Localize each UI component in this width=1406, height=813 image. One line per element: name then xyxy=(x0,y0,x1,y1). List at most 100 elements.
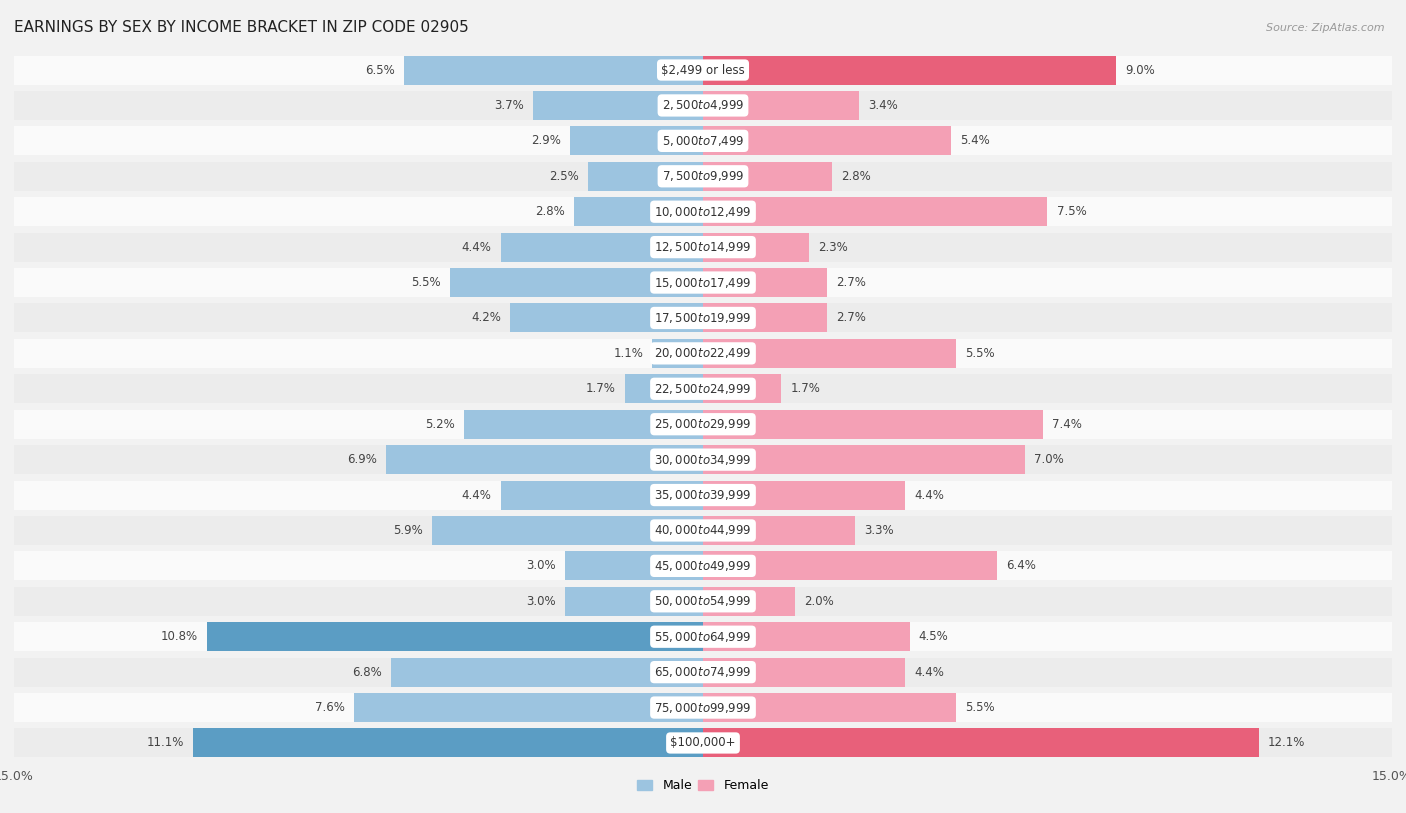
Bar xyxy=(703,410,1043,439)
Bar xyxy=(510,303,703,333)
Bar xyxy=(14,410,1392,439)
Bar xyxy=(703,233,808,262)
Text: 2.9%: 2.9% xyxy=(530,134,561,147)
Bar xyxy=(565,587,703,615)
Bar xyxy=(14,728,1392,758)
Text: $5,000 to $7,499: $5,000 to $7,499 xyxy=(662,134,744,148)
Text: 10.8%: 10.8% xyxy=(160,630,198,643)
Bar xyxy=(703,728,1258,758)
Text: 1.7%: 1.7% xyxy=(790,382,820,395)
Bar xyxy=(14,516,1392,545)
Bar xyxy=(14,374,1392,403)
Text: $55,000 to $64,999: $55,000 to $64,999 xyxy=(654,630,752,644)
Bar xyxy=(703,91,859,120)
Text: 5.5%: 5.5% xyxy=(965,701,994,714)
Text: EARNINGS BY SEX BY INCOME BRACKET IN ZIP CODE 02905: EARNINGS BY SEX BY INCOME BRACKET IN ZIP… xyxy=(14,20,468,35)
Text: 1.1%: 1.1% xyxy=(613,347,644,360)
Text: 4.4%: 4.4% xyxy=(914,489,945,502)
Text: 7.6%: 7.6% xyxy=(315,701,344,714)
Bar xyxy=(14,55,1392,85)
Bar xyxy=(624,374,703,403)
Text: 3.0%: 3.0% xyxy=(526,595,555,608)
Text: 6.4%: 6.4% xyxy=(1007,559,1036,572)
Bar xyxy=(703,374,782,403)
Text: 5.5%: 5.5% xyxy=(965,347,994,360)
Bar xyxy=(533,91,703,120)
Bar xyxy=(193,728,703,758)
Text: 9.0%: 9.0% xyxy=(1126,63,1156,76)
Bar xyxy=(703,303,827,333)
Bar xyxy=(703,268,827,297)
Bar xyxy=(391,658,703,687)
Bar xyxy=(703,126,950,155)
Bar xyxy=(588,162,703,191)
Bar xyxy=(14,126,1392,155)
Bar xyxy=(703,339,956,368)
Bar xyxy=(703,162,831,191)
Text: $45,000 to $49,999: $45,000 to $49,999 xyxy=(654,559,752,573)
Text: $100,000+: $100,000+ xyxy=(671,737,735,750)
Text: 4.2%: 4.2% xyxy=(471,311,501,324)
Text: 2.7%: 2.7% xyxy=(837,311,866,324)
Bar xyxy=(14,587,1392,615)
Text: 5.5%: 5.5% xyxy=(412,276,441,289)
Text: 4.4%: 4.4% xyxy=(461,241,492,254)
Text: 2.7%: 2.7% xyxy=(837,276,866,289)
Bar xyxy=(703,480,905,510)
Bar xyxy=(14,622,1392,651)
Bar xyxy=(354,693,703,722)
Text: 7.0%: 7.0% xyxy=(1033,453,1063,466)
Text: 6.9%: 6.9% xyxy=(347,453,377,466)
Text: $22,500 to $24,999: $22,500 to $24,999 xyxy=(654,382,752,396)
Text: 4.4%: 4.4% xyxy=(461,489,492,502)
Text: $25,000 to $29,999: $25,000 to $29,999 xyxy=(654,417,752,431)
Text: 5.4%: 5.4% xyxy=(960,134,990,147)
Legend: Male, Female: Male, Female xyxy=(633,774,773,798)
Text: 7.5%: 7.5% xyxy=(1057,205,1087,218)
Text: Source: ZipAtlas.com: Source: ZipAtlas.com xyxy=(1267,23,1385,33)
Bar xyxy=(405,55,703,85)
Bar xyxy=(703,55,1116,85)
Bar xyxy=(501,480,703,510)
Text: 5.9%: 5.9% xyxy=(394,524,423,537)
Text: 4.4%: 4.4% xyxy=(914,666,945,679)
Text: $2,500 to $4,999: $2,500 to $4,999 xyxy=(662,98,744,112)
Bar xyxy=(14,198,1392,226)
Bar xyxy=(14,693,1392,722)
Bar xyxy=(14,658,1392,687)
Bar xyxy=(387,445,703,474)
Bar xyxy=(652,339,703,368)
Bar xyxy=(14,268,1392,297)
Bar xyxy=(207,622,703,651)
Bar xyxy=(14,551,1392,580)
Bar xyxy=(703,551,997,580)
Bar xyxy=(14,339,1392,368)
Text: 2.5%: 2.5% xyxy=(550,170,579,183)
Bar xyxy=(703,516,855,545)
Bar xyxy=(703,198,1047,226)
Bar xyxy=(501,233,703,262)
Bar xyxy=(703,445,1025,474)
Text: 2.3%: 2.3% xyxy=(818,241,848,254)
Text: 11.1%: 11.1% xyxy=(146,737,184,750)
Bar xyxy=(464,410,703,439)
Text: 2.8%: 2.8% xyxy=(536,205,565,218)
Bar xyxy=(432,516,703,545)
Text: 3.7%: 3.7% xyxy=(494,99,524,112)
Bar xyxy=(450,268,703,297)
Text: 6.5%: 6.5% xyxy=(366,63,395,76)
Text: 2.8%: 2.8% xyxy=(841,170,870,183)
Text: $30,000 to $34,999: $30,000 to $34,999 xyxy=(654,453,752,467)
Bar xyxy=(703,587,794,615)
Text: 7.4%: 7.4% xyxy=(1052,418,1083,431)
Text: $17,500 to $19,999: $17,500 to $19,999 xyxy=(654,311,752,325)
Text: 3.4%: 3.4% xyxy=(869,99,898,112)
Text: $40,000 to $44,999: $40,000 to $44,999 xyxy=(654,524,752,537)
Bar xyxy=(703,693,956,722)
Bar xyxy=(575,198,703,226)
Text: $2,499 or less: $2,499 or less xyxy=(661,63,745,76)
Text: 1.7%: 1.7% xyxy=(586,382,616,395)
Bar xyxy=(569,126,703,155)
Text: 12.1%: 12.1% xyxy=(1268,737,1305,750)
Text: $65,000 to $74,999: $65,000 to $74,999 xyxy=(654,665,752,679)
